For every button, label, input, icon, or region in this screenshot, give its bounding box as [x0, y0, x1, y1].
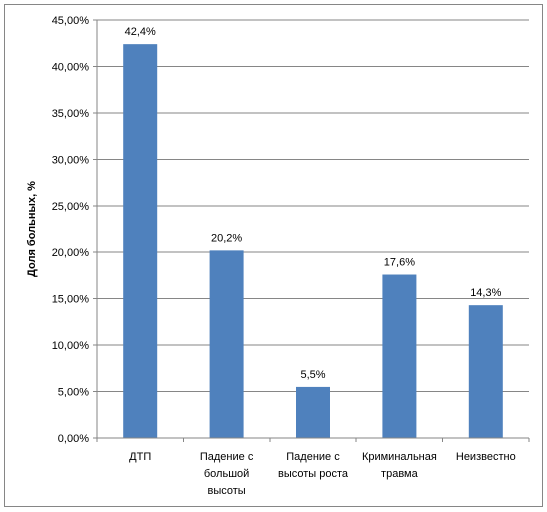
y-axis-label: Доля больных, % — [26, 181, 38, 277]
x-category-label: высоты — [207, 485, 245, 497]
y-tick-label: 20,00% — [52, 247, 90, 259]
y-tick-label: 15,00% — [52, 294, 90, 306]
y-tick-label: 30,00% — [52, 154, 90, 166]
y-tick-label: 45,00% — [52, 15, 90, 27]
data-label: 17,6% — [384, 257, 415, 269]
y-tick-label: 35,00% — [52, 108, 90, 120]
x-category-label: Криминальная — [362, 451, 437, 463]
gridlines — [97, 19, 529, 393]
bar — [296, 386, 330, 438]
x-category-label: Падение с — [200, 451, 254, 463]
bar — [209, 250, 244, 438]
data-label: 14,3% — [470, 287, 501, 299]
x-category-label: травма — [381, 468, 419, 480]
data-label: 5,5% — [300, 369, 325, 381]
x-category-label: ДТП — [129, 451, 151, 463]
bar — [382, 274, 417, 438]
bar — [123, 44, 158, 438]
y-axis-ticks: 0,00% 5,00% 10,00% 15,00% 20,00% 25,00% 30,00%… — [52, 15, 97, 445]
data-label: 42,4% — [125, 26, 156, 38]
x-category-label: Неизвестно — [456, 451, 516, 463]
y-tick-label: 25,00% — [52, 201, 90, 213]
y-tick-label: 40,00% — [52, 61, 90, 73]
bars — [123, 44, 503, 438]
x-axis-categories: ДТП Падение с большой высоты Падение с высоты… — [96, 438, 530, 497]
y-tick-label: 0,00% — [58, 433, 89, 445]
bar — [468, 305, 503, 438]
x-category-label: большой — [204, 468, 249, 480]
y-tick-label: 10,00% — [52, 340, 90, 352]
x-category-label: высоты роста — [278, 468, 349, 480]
data-label: 20,2% — [211, 232, 242, 244]
chart-frame — [4, 4, 543, 507]
data-labels: 42,4% 20,2% 5,5% 17,6% 14,3% — [125, 26, 502, 381]
x-category-label: Падение с — [286, 451, 340, 463]
y-tick-label: 5,00% — [58, 387, 89, 399]
